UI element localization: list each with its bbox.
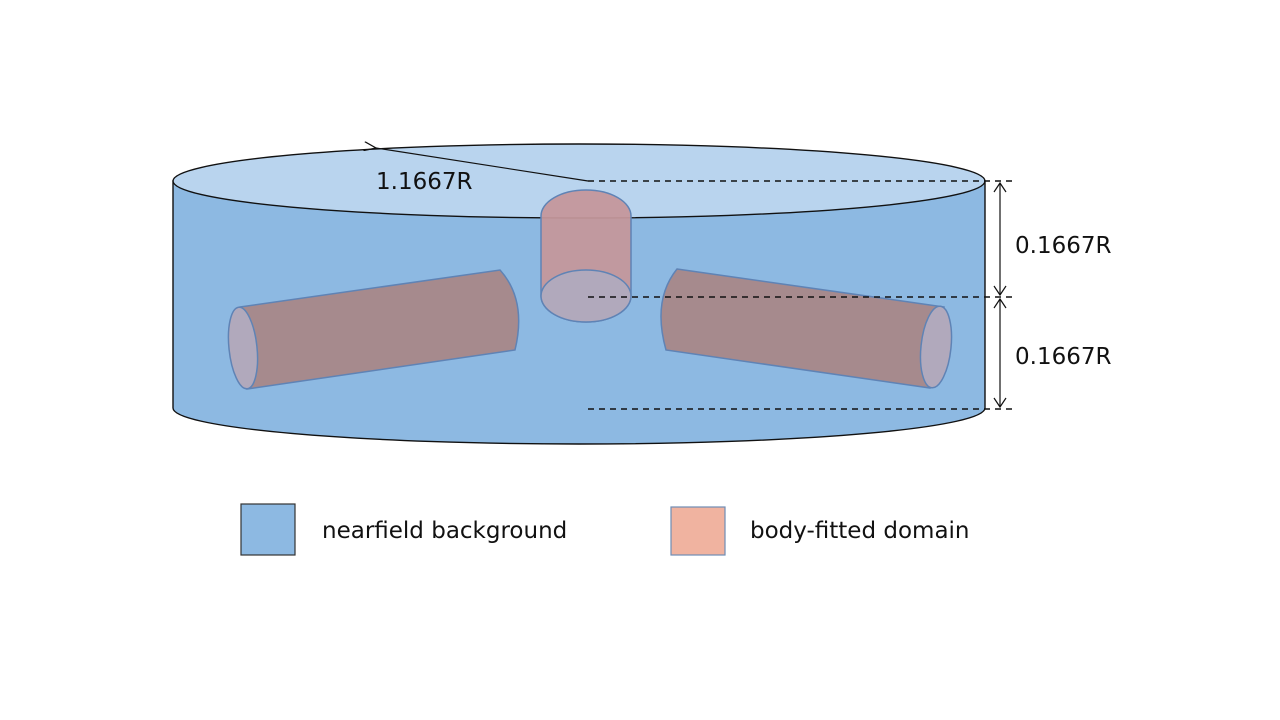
right-blade-cylinder [660, 268, 945, 389]
legend-swatch-nearfield [240, 503, 296, 556]
legend-swatch-body-fitted [670, 506, 726, 556]
left-blade-cylinder [239, 269, 520, 390]
right-blade-body [660, 268, 953, 389]
lower-height-label: 0.1667R [1015, 344, 1111, 370]
legend-label-body-fitted: body-fitted domain [750, 518, 970, 544]
radius-label: 1.1667R [376, 169, 472, 195]
left-blade-cap [227, 306, 259, 390]
legend: nearfield background body-fitted domain [240, 503, 970, 556]
upper-height-label: 0.1667R [1015, 233, 1111, 259]
radius-arrow [376, 148, 589, 182]
left-blade-body [227, 269, 520, 390]
hub-bottom-cap [540, 269, 632, 323]
right-blade-cap [919, 305, 953, 389]
hub-body [540, 189, 632, 323]
lower-height-dimension [993, 297, 1007, 409]
legend-label-nearfield: nearfield background [322, 518, 567, 544]
upper-height-dimension [993, 181, 1007, 297]
